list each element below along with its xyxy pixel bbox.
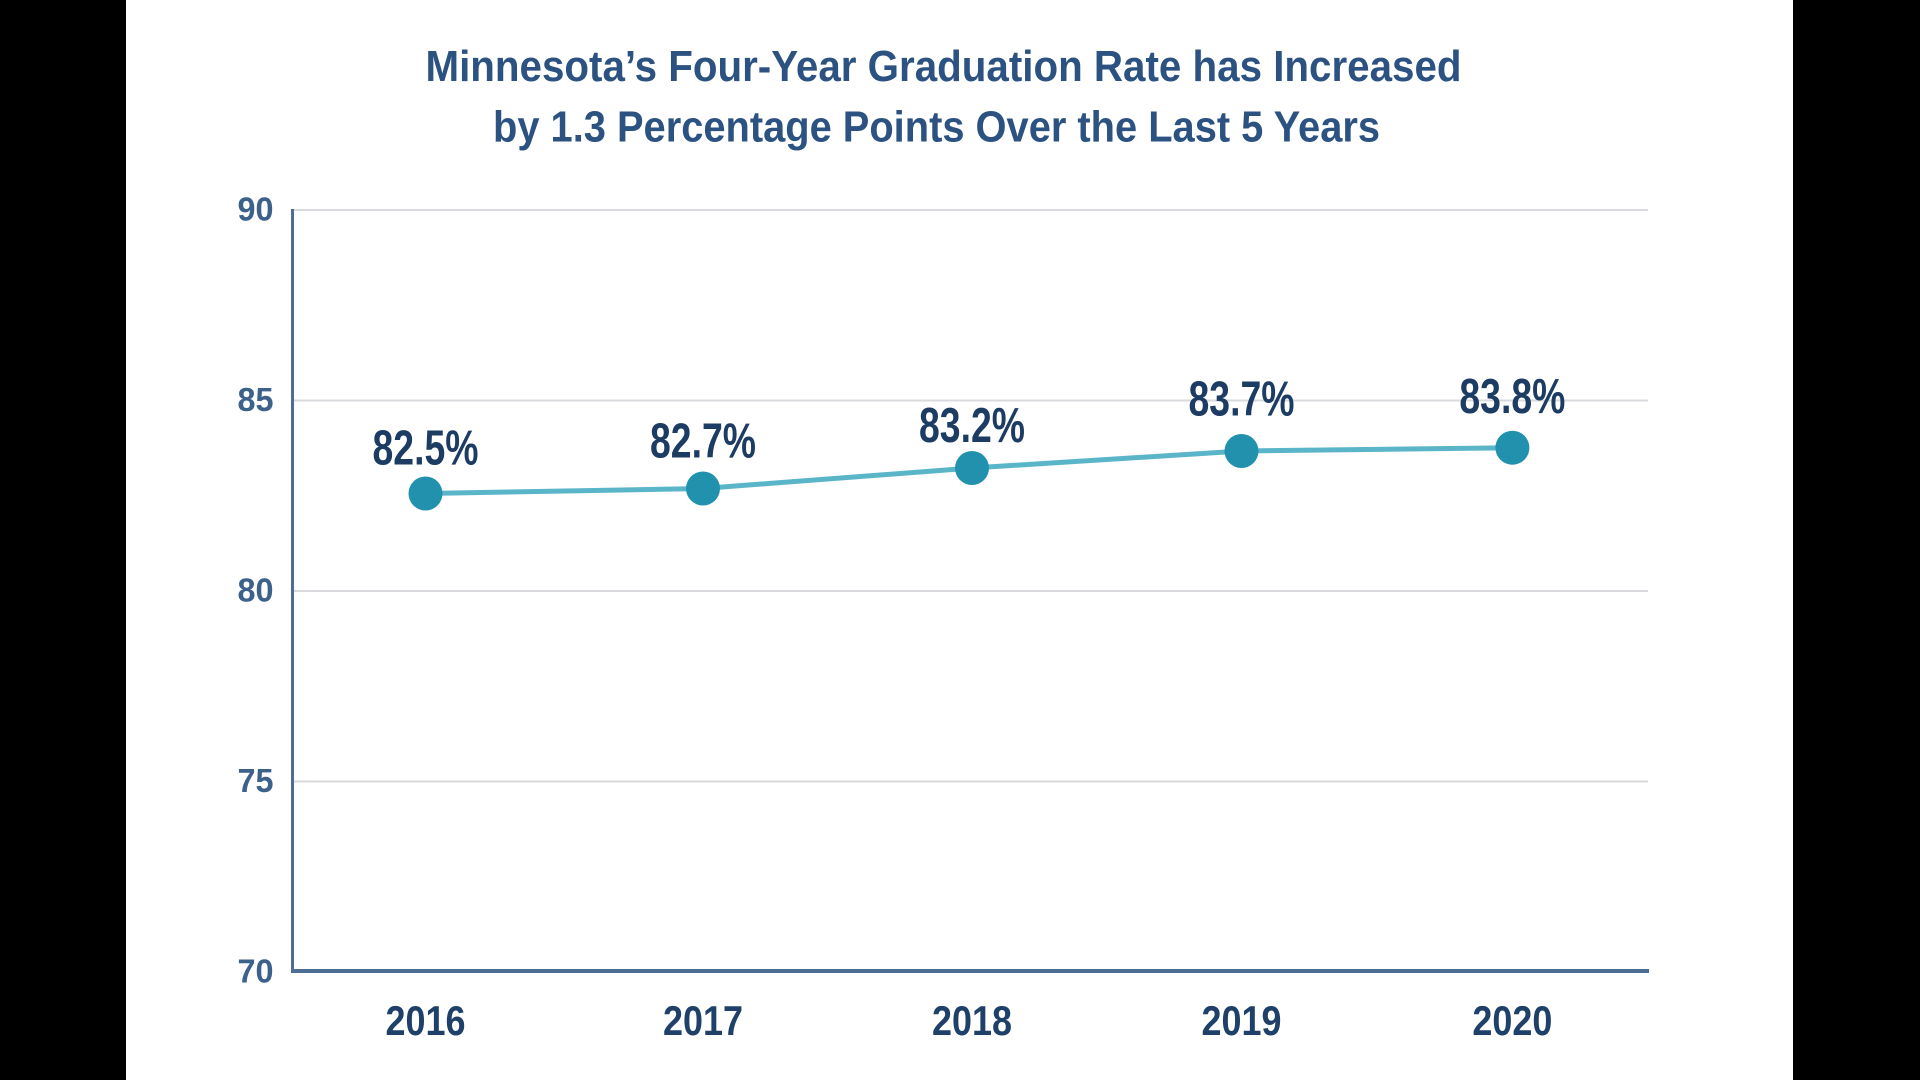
svg-text:85: 85 (238, 381, 274, 418)
svg-text:2019: 2019 (1202, 997, 1282, 1044)
svg-text:2016: 2016 (386, 997, 466, 1044)
svg-text:2020: 2020 (1472, 997, 1552, 1044)
svg-text:83.7%: 83.7% (1189, 373, 1295, 427)
svg-text:90: 90 (238, 191, 274, 228)
svg-text:2018: 2018 (932, 997, 1012, 1044)
svg-text:80: 80 (238, 572, 274, 609)
svg-text:83.8%: 83.8% (1459, 370, 1565, 424)
svg-text:Minnesota’s Four-Year Graduati: Minnesota’s Four-Year Graduation Rate ha… (426, 42, 1462, 91)
svg-text:2017: 2017 (663, 997, 743, 1044)
svg-text:75: 75 (238, 762, 274, 799)
svg-text:by 1.3 Percentage Points Over: by 1.3 Percentage Points Over the Last 5… (493, 103, 1380, 152)
svg-text:83.2%: 83.2% (919, 399, 1025, 453)
svg-text:70: 70 (238, 953, 274, 990)
svg-text:82.7%: 82.7% (650, 415, 756, 469)
svg-text:82.5%: 82.5% (373, 422, 479, 476)
